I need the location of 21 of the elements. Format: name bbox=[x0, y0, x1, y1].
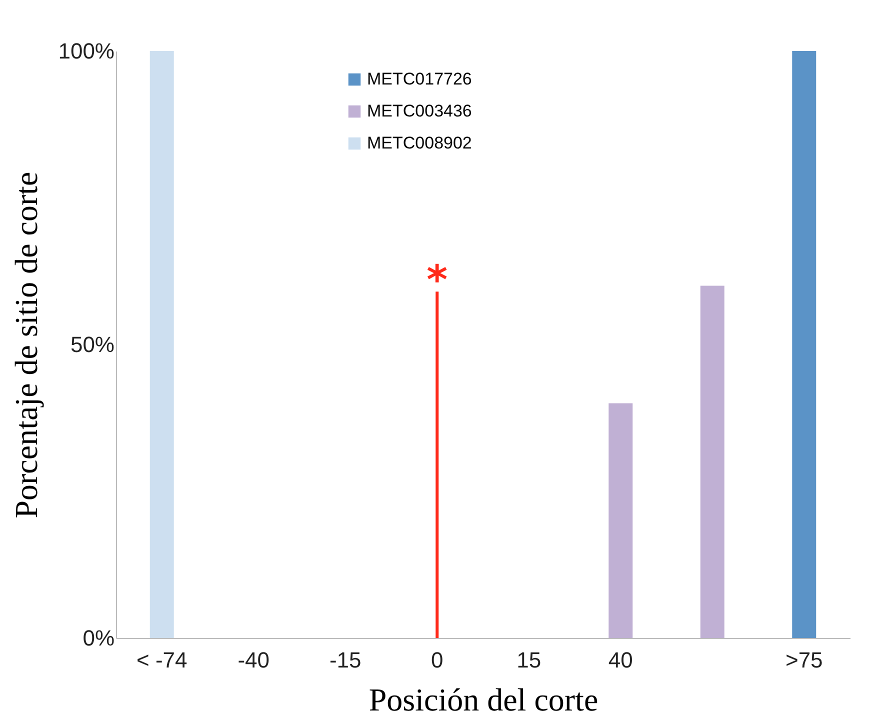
x-axis-title: Posición del corte bbox=[368, 682, 598, 718]
x-tick-label: 0 bbox=[431, 648, 444, 672]
bar bbox=[150, 51, 174, 638]
y-axis-title: Porcentaje de sitio de corte bbox=[8, 172, 44, 518]
y-tick-label: 0% bbox=[82, 626, 114, 650]
y-tick-label: 100% bbox=[58, 38, 114, 64]
y-tick-label: 50% bbox=[70, 332, 114, 357]
x-tick-label: -15 bbox=[329, 648, 362, 672]
x-tick-label: 40 bbox=[608, 648, 633, 672]
bar bbox=[792, 51, 816, 638]
bar bbox=[436, 292, 439, 638]
x-tick-label: -40 bbox=[238, 648, 270, 672]
annotation: * bbox=[426, 258, 448, 304]
x-tick-label: < -74 bbox=[136, 648, 188, 672]
x-tick-label: >75 bbox=[785, 648, 823, 672]
legend-label: METC017726 bbox=[367, 70, 472, 88]
bar bbox=[608, 403, 633, 638]
legend-label: METC008902 bbox=[367, 134, 472, 152]
legend-label: METC003436 bbox=[367, 102, 472, 120]
bar bbox=[700, 286, 724, 638]
x-tick-label: 15 bbox=[516, 648, 542, 672]
